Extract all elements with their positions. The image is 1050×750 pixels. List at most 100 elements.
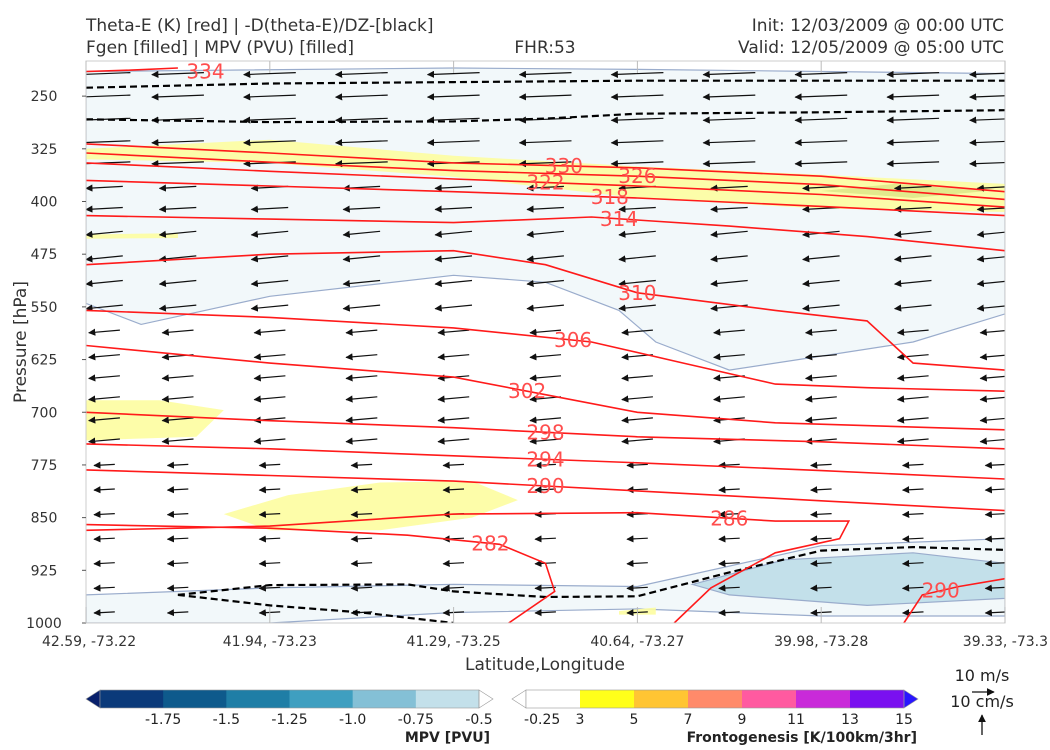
y-tick-label-550: 550 [31, 300, 58, 316]
wind-vector [984, 584, 1005, 592]
wind-vector [345, 374, 378, 382]
wind-vector [621, 395, 653, 403]
wind-vector [526, 279, 564, 288]
theta-e-label-306: 306 [554, 328, 592, 352]
wind-vector [350, 510, 373, 518]
wind-vector [976, 205, 1005, 213]
wind-vector [810, 510, 832, 518]
wind-vector [718, 461, 740, 469]
wind-vector [969, 93, 1005, 101]
x-tick-label-3: 40.64, -73.27 [590, 634, 684, 650]
x-tick-label-4: 39.98, -73.28 [774, 634, 868, 650]
wind-vector [166, 461, 189, 469]
wind-vector [534, 486, 556, 494]
y-tick-label-1000: 1000 [26, 616, 62, 632]
mpv-colorbar-label: MPV [PVU] [405, 730, 490, 746]
mpv-colorbar-tick-2: -1.25 [271, 712, 307, 728]
wind-vector [526, 255, 564, 263]
wind-vector [802, 184, 840, 192]
wind-vector [253, 395, 286, 403]
theta-e-label-318: 318 [591, 185, 629, 209]
wind-vector [518, 93, 572, 101]
wind-vector [243, 138, 296, 147]
wind-vector [529, 416, 562, 424]
wind-vector [93, 559, 115, 568]
wind-vector [334, 70, 388, 78]
wind-vector [345, 328, 378, 336]
mpv-colorbar-tick-5: -0.5 [465, 712, 492, 728]
dthetae-dz-contour-3 [177, 593, 454, 623]
wind-vector [88, 353, 120, 361]
wind-vector [718, 559, 740, 568]
wind-vector [434, 230, 473, 238]
wind-vector [437, 416, 470, 424]
wind-vector [166, 559, 189, 568]
title-line-2: Fgen [filled] | MPV (PVU) [filled] [86, 38, 354, 58]
wind-vector [250, 304, 289, 312]
wind-vector [334, 116, 388, 124]
wind-vector [804, 353, 837, 361]
wind-vector [93, 584, 115, 592]
theta-e-label-302: 302 [508, 379, 546, 403]
wind-vector [621, 374, 653, 382]
wind-vector [158, 255, 197, 263]
wind-vector [350, 535, 373, 543]
wind-vector [710, 230, 748, 238]
wind-vector [901, 584, 924, 592]
dthetae-dz-contour-2 [177, 545, 1005, 599]
valid-time: Valid: 12/05/2009 @ 05:00 UTC [738, 38, 1004, 58]
wind-vector [804, 416, 837, 424]
wind-vector [979, 395, 1005, 403]
forecast-hour: FHR:53 [514, 38, 575, 58]
wind-vector [345, 437, 378, 445]
wind-vector [250, 279, 289, 288]
wind-vector [893, 184, 932, 192]
wind-vector [88, 416, 120, 424]
mpv-colorbar-outline [99, 689, 480, 709]
wind-ref-vertical: 10 cm/s [950, 692, 1014, 711]
wind-vector [166, 486, 189, 494]
wind-vector [518, 70, 572, 78]
mpv-colorbar-tick-4: -0.75 [398, 712, 434, 728]
wind-vector [151, 116, 204, 124]
fgen-colorbar-tick-3: 9 [738, 712, 747, 728]
wind-vector [166, 510, 189, 518]
wind-vector [334, 93, 388, 101]
fgen-region-4 [86, 233, 178, 239]
y-tick-label-775: 775 [31, 458, 58, 474]
wind-vector [442, 584, 465, 592]
wind-vector [334, 138, 388, 147]
wind-vector [250, 230, 289, 238]
x-axis-label: Latitude,Longitude [465, 655, 625, 675]
theta-e-label-314: 314 [600, 207, 638, 231]
wind-vector [534, 584, 556, 592]
wind-vector [426, 70, 480, 78]
wind-vector [161, 374, 194, 382]
wind-vector [810, 535, 832, 543]
mpv-region-2 [690, 552, 1005, 607]
wind-vector [529, 374, 562, 382]
mpv-colorbar-tick-6: -0.25 [524, 712, 560, 728]
wind-vector [350, 559, 373, 568]
wind-vector [534, 609, 556, 617]
theta-e-contour-294 [86, 443, 1005, 480]
wind-vector [976, 304, 1005, 312]
wind-vector [886, 160, 940, 168]
wind-vector [426, 138, 480, 147]
x-tick-label-5: 39.33, -73.3 [963, 634, 1048, 650]
wind-vector [810, 584, 832, 592]
wind-vector [345, 416, 378, 424]
theta-e-label-282: 282 [471, 531, 509, 555]
axis-layer: 250 325 400 475 550 625 700 775 850 925 1000 42.59,… [26, 61, 1048, 650]
wind-vector [979, 374, 1005, 382]
wind-vector [979, 328, 1005, 336]
wind-vector [526, 230, 564, 238]
wind-vector [526, 205, 564, 213]
y-tick-label-925: 925 [31, 563, 58, 579]
wind-vector [901, 609, 924, 617]
wind-vector [151, 70, 204, 78]
theta-e-label-310: 310 [618, 281, 656, 305]
theta-e-contour-318 [86, 179, 1005, 217]
